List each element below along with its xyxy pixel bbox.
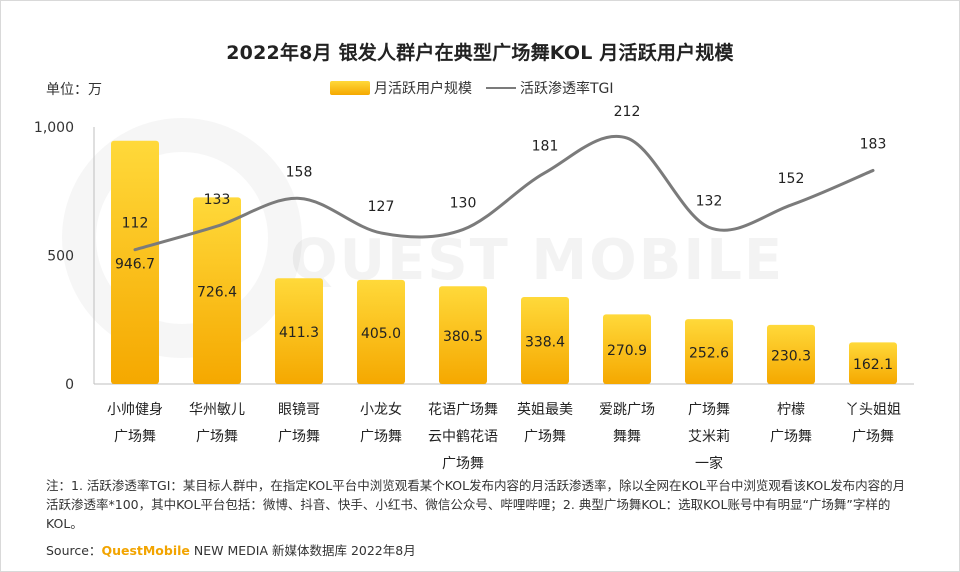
x-tick-label: 一家 <box>695 455 723 472</box>
bar-value-label: 411.3 <box>279 325 319 341</box>
bar-value-label: 270.9 <box>607 343 647 359</box>
x-tick-label: 广场舞 <box>114 429 156 445</box>
x-tick-label: 艾米莉 <box>688 429 730 445</box>
legend-line-label: 活跃渗透率TGI <box>520 81 614 97</box>
tgi-value-label: 183 <box>860 136 887 152</box>
legend: 月活跃用户规模 活跃渗透率TGI <box>330 78 614 98</box>
unit-label: 单位：万 <box>46 82 102 98</box>
x-tick-label: 广场舞 <box>524 429 566 445</box>
x-tick-label: 舞舞 <box>613 429 641 445</box>
bar <box>193 197 241 384</box>
x-tick-label: 云中鹤花语 <box>428 429 498 445</box>
tgi-value-label: 130 <box>450 196 477 212</box>
bar-value-label: 338.4 <box>525 335 565 351</box>
bar <box>357 279 405 384</box>
bar <box>111 140 159 384</box>
y-tick-label: 500 <box>47 249 74 265</box>
source-line: Source：QuestMobile NEW MEDIA 新媒体数据库 2022… <box>46 540 416 559</box>
tgi-value-label: 212 <box>614 104 641 120</box>
bar <box>685 319 733 384</box>
bar <box>849 342 897 384</box>
bar <box>767 324 815 384</box>
bar <box>521 297 569 384</box>
tgi-value-label: 112 <box>122 216 149 232</box>
y-tick-label: 0 <box>65 377 74 393</box>
x-tick-label: 广场舞 <box>196 429 238 445</box>
bar <box>439 286 487 384</box>
bar-value-label: 230.3 <box>771 348 811 364</box>
tgi-value-label: 181 <box>532 139 559 155</box>
bar-value-label: 162.1 <box>853 357 893 373</box>
tgi-value-label: 158 <box>286 164 313 180</box>
tgi-value-label: 152 <box>778 171 805 187</box>
legend-bar-label: 月活跃用户规模 <box>374 81 472 97</box>
x-tick-label: 广场舞 <box>688 402 730 418</box>
source-brand: QuestMobile <box>101 543 190 558</box>
x-tick-label: 丫头姐姐 <box>845 402 901 418</box>
legend-line-swatch <box>486 87 516 89</box>
x-tick-label: 花语广场舞 <box>428 402 498 418</box>
bar-value-label: 946.7 <box>115 256 155 272</box>
source-suffix: NEW MEDIA 新媒体数据库 2022年8月 <box>189 543 416 558</box>
x-tick-label: 广场舞 <box>852 429 894 445</box>
bar-value-label: 726.4 <box>197 285 237 301</box>
legend-item-bar: 月活跃用户规模 <box>330 78 472 98</box>
source-prefix: Source： <box>46 543 102 558</box>
x-tick-label: 眼镜哥 <box>278 402 320 418</box>
x-tick-label: 广场舞 <box>770 429 812 445</box>
legend-bar-swatch <box>330 81 370 95</box>
x-tick-label: 广场舞 <box>278 429 320 445</box>
x-tick-label: 华州敏儿 <box>189 402 245 418</box>
x-tick-label: 柠檬 <box>777 402 805 418</box>
bar-value-label: 405.0 <box>361 326 401 342</box>
bar <box>603 314 651 384</box>
y-tick-label: 1,000 <box>34 120 74 136</box>
bar-value-label: 252.6 <box>689 346 729 362</box>
x-tick-label: 爱跳广场 <box>599 402 655 418</box>
tgi-series-line <box>133 134 875 252</box>
x-tick-label: 广场舞 <box>360 429 402 445</box>
tgi-value-label: 127 <box>368 199 395 215</box>
x-tick-label: 广场舞 <box>442 456 484 472</box>
tgi-value-label: 133 <box>204 192 231 208</box>
bar <box>275 278 323 384</box>
chart-title: 2022年8月 银发人群户在典型广场舞KOL 月活跃用户规模 <box>226 42 734 64</box>
footnote: 注：1. 活跃渗透率TGI：某目标人群中，在指定KOL平台中浏览观看某个KOL发… <box>46 478 906 531</box>
x-tick-label: 小龙女 <box>360 401 402 418</box>
x-tick-label: 小帅健身 <box>107 402 163 418</box>
bar-value-label: 380.5 <box>443 329 483 345</box>
x-tick-label: 英姐最美 <box>517 401 573 418</box>
tgi-value-label: 132 <box>696 193 723 209</box>
legend-item-line: 活跃渗透率TGI <box>486 78 614 98</box>
